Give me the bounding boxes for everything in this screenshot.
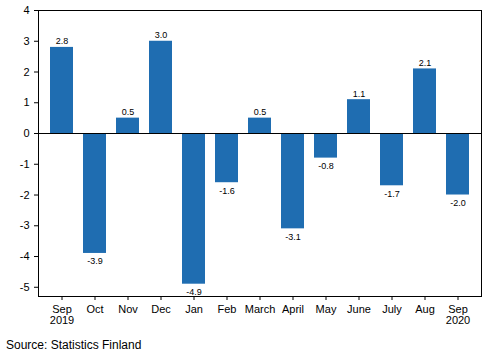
svg-text:Sep2020: Sep2020 bbox=[446, 303, 470, 326]
svg-text:1: 1 bbox=[23, 96, 29, 108]
svg-text:-3: -3 bbox=[20, 219, 30, 231]
svg-text:0.5: 0.5 bbox=[122, 107, 135, 117]
svg-text:2: 2 bbox=[23, 66, 29, 78]
svg-text:Feb: Feb bbox=[218, 303, 237, 315]
svg-text:2.1: 2.1 bbox=[419, 58, 432, 68]
svg-text:Oct: Oct bbox=[86, 303, 103, 315]
svg-text:3.0: 3.0 bbox=[155, 30, 168, 40]
svg-text:March: March bbox=[245, 303, 276, 315]
svg-text:0: 0 bbox=[23, 127, 29, 139]
svg-text:Nov: Nov bbox=[118, 303, 138, 315]
svg-text:2.8: 2.8 bbox=[56, 36, 69, 46]
svg-text:Aug: Aug bbox=[415, 303, 435, 315]
svg-text:-5: -5 bbox=[20, 281, 30, 293]
svg-text:-1: -1 bbox=[20, 158, 30, 170]
svg-text:-3.9: -3.9 bbox=[87, 256, 103, 266]
svg-text:-1.6: -1.6 bbox=[219, 186, 235, 196]
svg-text:May: May bbox=[316, 303, 337, 315]
html-text:Source: Statistics Finland: Source: Statistics Finland bbox=[6, 338, 142, 352]
svg-text:-4.9: -4.9 bbox=[186, 287, 202, 297]
svg-text:1.1: 1.1 bbox=[353, 89, 366, 99]
svg-text:Sep2019: Sep2019 bbox=[50, 303, 74, 326]
svg-text:July: July bbox=[382, 303, 402, 315]
svg-text:Dec: Dec bbox=[151, 303, 171, 315]
svg-text:-4: -4 bbox=[20, 250, 30, 262]
svg-text:April: April bbox=[282, 303, 304, 315]
svg-text:-3.1: -3.1 bbox=[285, 232, 301, 242]
svg-text:-0.8: -0.8 bbox=[318, 161, 334, 171]
svg-text:-2.0: -2.0 bbox=[450, 198, 466, 208]
svg-text:3: 3 bbox=[23, 35, 29, 47]
svg-text:-1.7: -1.7 bbox=[384, 189, 400, 199]
svg-text:0.5: 0.5 bbox=[254, 107, 267, 117]
svg-text:June: June bbox=[347, 303, 371, 315]
svg-text:Jan: Jan bbox=[185, 303, 203, 315]
svg-text:-2: -2 bbox=[20, 189, 30, 201]
svg-text:4: 4 bbox=[23, 4, 29, 16]
